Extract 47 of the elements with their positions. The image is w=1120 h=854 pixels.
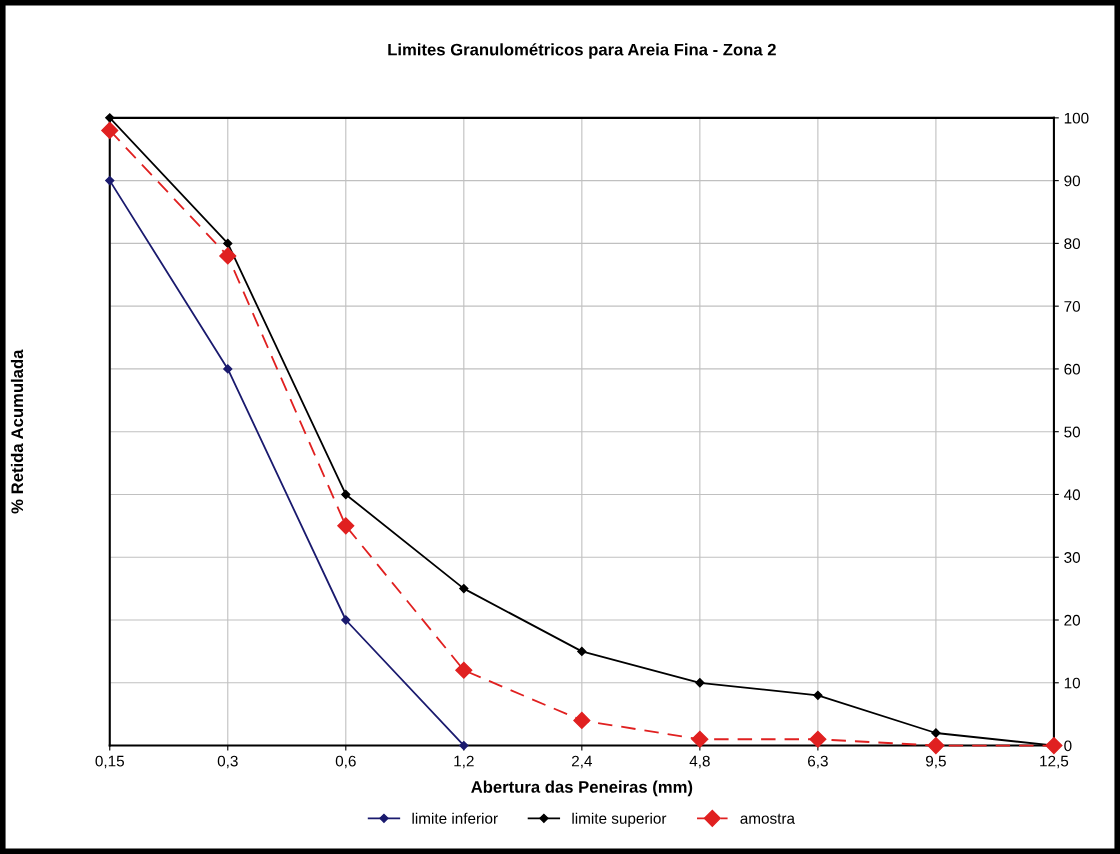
point bbox=[573, 711, 591, 729]
x-tick-label: 12,5 bbox=[1040, 755, 1069, 769]
x-tick-label: 0,15 bbox=[95, 755, 124, 769]
x-tick-label: 6,3 bbox=[808, 755, 828, 769]
legend-label: limite superior bbox=[572, 812, 667, 827]
y-tick-label: 70 bbox=[1064, 301, 1081, 312]
point bbox=[695, 678, 705, 688]
legend-label: limite inferior bbox=[412, 812, 498, 824]
point bbox=[809, 730, 827, 748]
x-axis-title: Abertura das Peneiras (mm) bbox=[471, 780, 693, 797]
x-tick-label: 0,6 bbox=[335, 755, 356, 769]
y-tick-label: 50 bbox=[1064, 426, 1081, 438]
point bbox=[219, 247, 237, 265]
point bbox=[341, 615, 351, 625]
x-tick-label: 4,8 bbox=[689, 755, 710, 769]
point bbox=[931, 728, 941, 738]
point bbox=[691, 730, 709, 748]
point bbox=[341, 489, 351, 500]
y-tick-label: 30 bbox=[1064, 552, 1081, 563]
y-tick-label: 80 bbox=[1064, 238, 1081, 250]
point bbox=[337, 517, 355, 535]
y-tick-label: 40 bbox=[1063, 489, 1081, 501]
y-tick-label: 10 bbox=[1064, 677, 1081, 689]
y-tick-label: 20 bbox=[1064, 614, 1081, 626]
point bbox=[927, 736, 945, 755]
y-axis-title: % Retida Acumulada bbox=[10, 349, 24, 514]
point bbox=[223, 364, 233, 374]
point bbox=[1045, 736, 1063, 755]
point bbox=[459, 583, 469, 594]
point bbox=[577, 646, 587, 657]
chart-title: Limites Granulométricos para Areia Fina - Zona 2 bbox=[388, 43, 776, 59]
y-tick-label: 0 bbox=[1064, 740, 1072, 752]
y-tick-label: 60 bbox=[1064, 363, 1081, 375]
y-tick-label: 100 bbox=[1064, 112, 1089, 124]
point bbox=[813, 690, 823, 700]
x-tick-label: 1,2 bbox=[454, 755, 474, 769]
x-tick-label: 9,5 bbox=[926, 755, 946, 769]
y-tick-label: 90 bbox=[1064, 175, 1081, 187]
point bbox=[105, 175, 115, 186]
point bbox=[101, 121, 119, 139]
point bbox=[455, 661, 473, 679]
legend-label: amostra bbox=[740, 813, 795, 824]
point bbox=[105, 113, 115, 123]
point bbox=[223, 238, 233, 249]
point bbox=[459, 740, 469, 751]
x-tick-label: 0,3 bbox=[217, 755, 238, 769]
x-tick-label: 2,4 bbox=[571, 755, 593, 769]
